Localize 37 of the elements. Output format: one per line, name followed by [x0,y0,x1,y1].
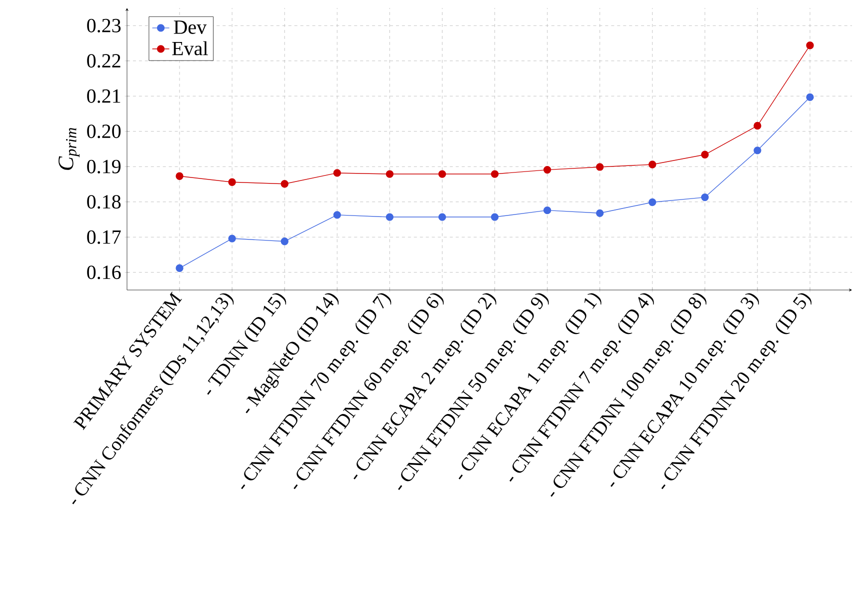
y-tick-label: 0.16 [87,266,121,280]
legend-label: Dev [174,20,207,34]
point [280,238,288,246]
point [333,211,341,219]
point [176,264,184,272]
point [386,213,394,221]
point [754,122,762,130]
point [806,42,814,50]
point [228,234,236,242]
y-tick-label: 0.23 [87,18,121,32]
point [648,160,656,168]
point [596,209,604,217]
legend-label: Eval [172,41,208,56]
point [438,170,446,178]
point [228,178,236,186]
point [490,213,499,221]
point [333,169,341,177]
point [543,166,552,174]
point [701,150,709,158]
point [176,172,184,180]
point [490,170,499,178]
point [806,93,814,102]
y-tick-label: 0.20 [87,124,121,138]
y-axis-title: C$_{prim}$ [58,128,80,170]
y-tick-label: 0.18 [87,195,121,209]
y-tick-label: 0.21 [87,89,120,103]
y-tick-label: 0.17 [87,230,121,244]
y-tick-label: 0.22 [87,54,120,68]
point [701,193,709,202]
point [754,146,762,154]
point [543,206,552,214]
point [596,163,604,171]
point [648,198,656,206]
point [386,170,394,178]
point [438,213,446,221]
point [280,180,288,188]
y-tick-label: 0.19 [87,160,121,174]
